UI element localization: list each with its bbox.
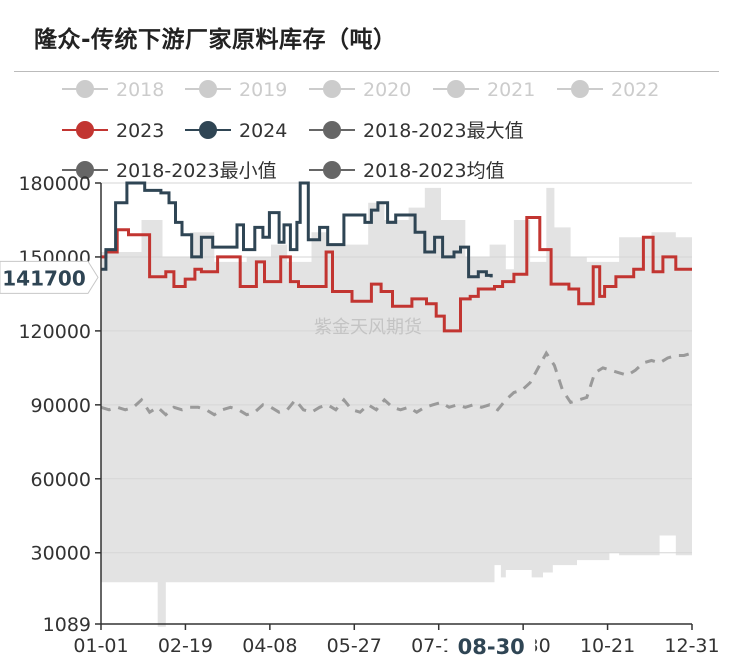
legend-label: 2018-2023均值 — [363, 160, 505, 182]
legend-label: 2022 — [611, 79, 659, 101]
band-area — [101, 187, 692, 627]
series-line-2018-2023均值 — [100, 350, 693, 417]
chart-title: 隆众-传统下游厂家原料库存（吨） — [34, 27, 397, 53]
legend-label: 2018-2023最大值 — [363, 120, 524, 142]
legend-marker — [76, 121, 94, 139]
legend[interactable]: 2018 2019 2020 2021 2022 2023 2024 2018-2023最大值… — [62, 79, 659, 182]
y-tick-label: 120000 — [18, 321, 91, 343]
x-tick-label: 10-21 — [580, 635, 635, 657]
legend-item-2024[interactable]: 2024 — [185, 120, 287, 142]
legend-item-2020[interactable]: 2020 — [309, 79, 411, 101]
max-min-band — [101, 187, 692, 627]
legend-marker — [323, 161, 341, 179]
x-pointer-label: 08-30 — [458, 635, 525, 659]
y-tick-label: 180000 — [18, 173, 91, 195]
y-pointer-label: 141700 — [2, 266, 86, 290]
legend-item-2023[interactable]: 2023 — [62, 120, 164, 142]
legend-item-2019[interactable]: 2019 — [185, 79, 287, 101]
legend-marker — [199, 80, 217, 98]
legend-marker — [323, 121, 341, 139]
legend-item-2021[interactable]: 2021 — [433, 79, 535, 101]
y-tick-label: 60000 — [31, 469, 91, 491]
legend-label: 2020 — [363, 79, 411, 101]
legend-marker — [199, 121, 217, 139]
legend-label: 2019 — [239, 79, 287, 101]
title-divider — [14, 71, 719, 72]
x-pointer-box — [447, 630, 536, 664]
legend-label: 2021 — [487, 79, 535, 101]
x-tick-label: 04-08 — [242, 635, 297, 657]
legend-label: 2024 — [239, 120, 287, 142]
y-pointer-box — [0, 260, 99, 294]
y-tick-label: 30000 — [31, 543, 91, 565]
x-tick-label: 05-27 — [327, 635, 382, 657]
legend-item-2022[interactable]: 2022 — [557, 79, 659, 101]
legend-marker — [571, 80, 589, 98]
legend-item-2018-2023均值[interactable]: 2018-2023均值 — [309, 160, 505, 182]
x-tick-label: 02-19 — [158, 635, 213, 657]
legend-label: 2018-2023最小值 — [116, 160, 277, 182]
series-lines — [100, 181, 693, 417]
watermark-text: 紫金天风期货 — [314, 317, 422, 338]
legend-label: 2018 — [116, 79, 164, 101]
axis-pointer: 141700 08-30 — [0, 260, 536, 664]
series-line-2023 — [101, 216, 692, 333]
x-tick-label: 01-01 — [73, 635, 128, 657]
y-tick-label: 90000 — [31, 395, 91, 417]
series-line-2024 — [101, 181, 493, 279]
legend-label: 2023 — [116, 120, 164, 142]
legend-marker — [76, 80, 94, 98]
y-tick-label: 1089 — [43, 614, 91, 636]
legend-item-2018[interactable]: 2018 — [62, 79, 164, 101]
legend-item-2018-2023最小值[interactable]: 2018-2023最小值 — [62, 160, 277, 182]
gridlines — [101, 182, 692, 554]
legend-marker — [76, 161, 94, 179]
legend-item-2018-2023最大值[interactable]: 2018-2023最大值 — [309, 120, 524, 142]
legend-marker — [447, 80, 465, 98]
legend-marker — [323, 80, 341, 98]
x-tick-label: 12-31 — [664, 635, 719, 657]
